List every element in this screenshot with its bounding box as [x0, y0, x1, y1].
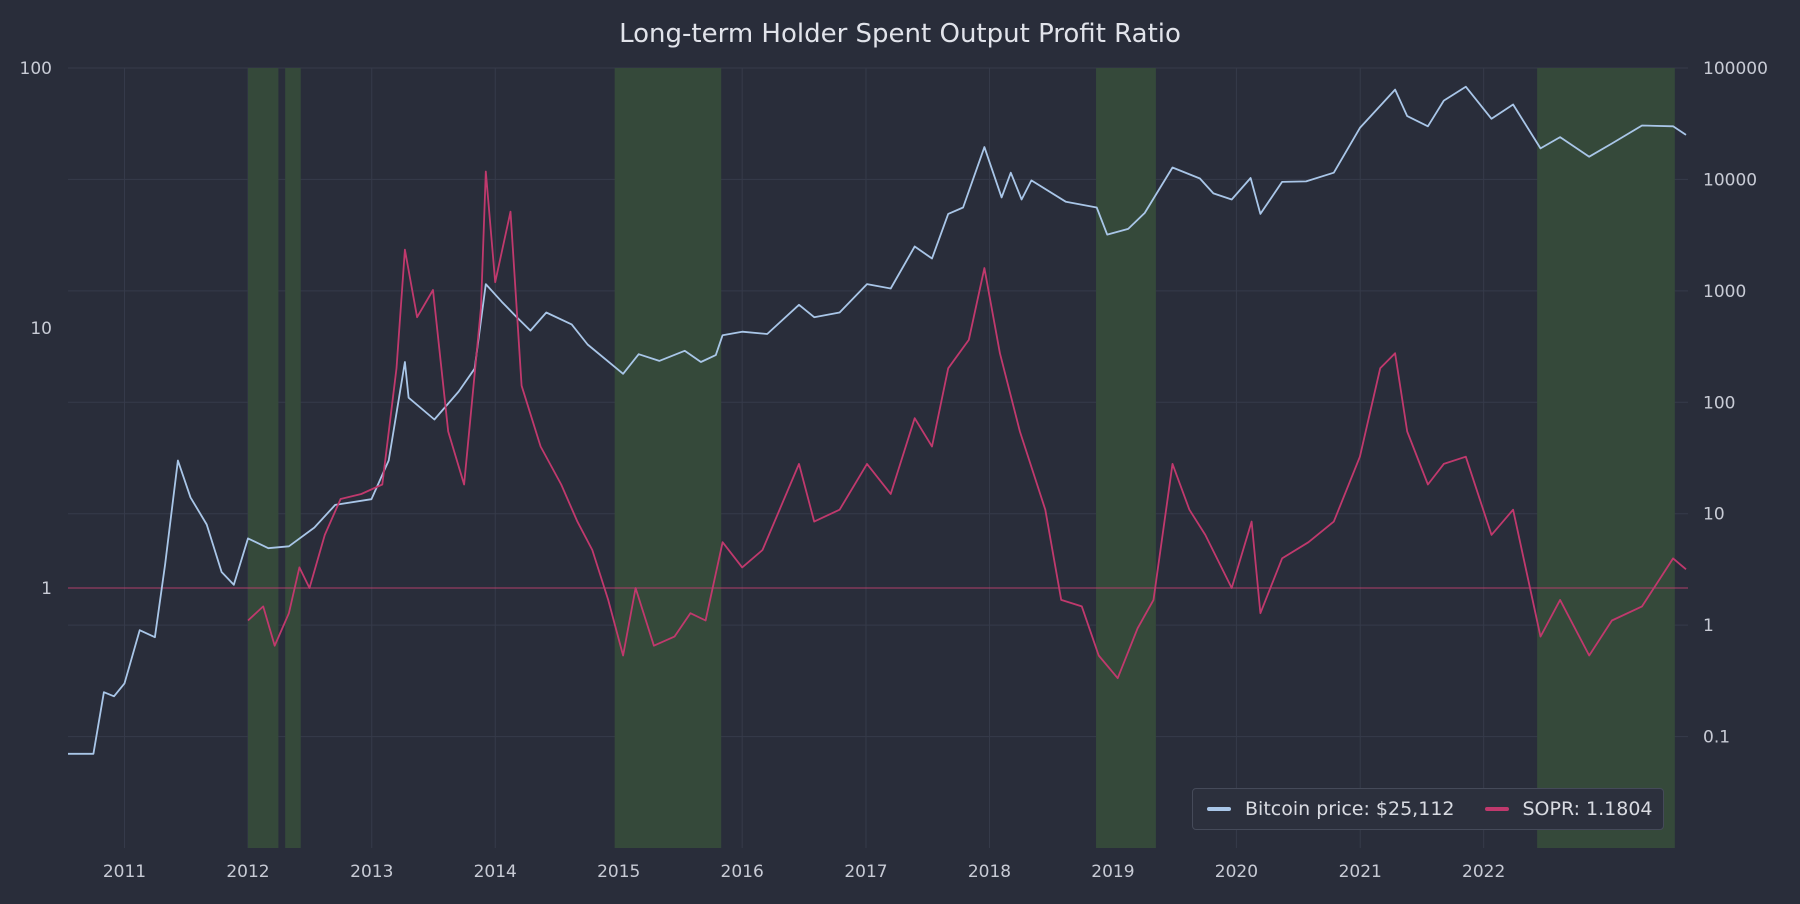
- shaded-period: [285, 68, 301, 848]
- x-tick-label: 2012: [226, 862, 269, 882]
- legend-label-sopr: SOPR: 1.1804: [1522, 798, 1653, 820]
- series-lines: [68, 85, 1687, 755]
- shaded-period: [614, 68, 722, 848]
- legend-item-bitcoin-price[interactable]: Bitcoin price: $25,112: [1207, 798, 1455, 820]
- x-axis-tick-labels: 2011 2012 2013 2014 2015 2016 2017 2018 2019 2020…: [103, 862, 1505, 882]
- legend-label-bitcoin: Bitcoin price: $25,112: [1245, 798, 1455, 820]
- left-y-tick-label: 10: [30, 319, 52, 339]
- x-tick-label: 2015: [597, 862, 640, 882]
- x-tick-label: 2014: [474, 862, 517, 882]
- legend-item-sopr[interactable]: SOPR: 1.1804: [1484, 798, 1653, 820]
- grid-lines: [68, 67, 1688, 848]
- right-y-tick-label: 10: [1703, 505, 1725, 525]
- x-tick-label: 2016: [721, 862, 764, 882]
- bitcoin-price-line: [68, 85, 1687, 755]
- right-y-tick-label: 100000: [1703, 59, 1768, 79]
- right-axis-tick-labels: 0.1 1 10 100 1000 10000 100000: [1703, 59, 1768, 748]
- shaded-period: [1537, 68, 1675, 848]
- right-y-tick-label: 100: [1703, 393, 1735, 413]
- x-tick-label: 2018: [968, 862, 1011, 882]
- x-tick-label: 2017: [844, 862, 887, 882]
- shaded-period: [1096, 68, 1156, 848]
- right-y-tick-label: 0.1: [1703, 728, 1730, 748]
- x-tick-label: 2011: [103, 862, 146, 882]
- x-tick-label: 2021: [1339, 862, 1382, 882]
- x-tick-label: 2019: [1091, 862, 1134, 882]
- left-y-tick-label: 1: [41, 579, 52, 599]
- legend-swatch-bitcoin: [1207, 807, 1231, 811]
- sopr-line: [247, 170, 1687, 680]
- legend: Bitcoin price: $25,112 SOPR: 1.1804: [1192, 788, 1664, 830]
- left-y-tick-label: 100: [20, 59, 52, 79]
- left-axis-tick-labels: 1 10 100: [20, 59, 52, 599]
- chart-title: Long-term Holder Spent Output Profit Rat…: [619, 19, 1181, 49]
- right-y-tick-label: 1: [1703, 616, 1714, 636]
- right-y-tick-label: 10000: [1703, 170, 1757, 190]
- x-tick-label: 2020: [1215, 862, 1258, 882]
- legend-swatch-sopr: [1484, 807, 1509, 811]
- right-y-tick-label: 1000: [1703, 282, 1746, 302]
- shaded-period: [247, 68, 279, 848]
- shaded-periods: [247, 68, 1675, 848]
- x-tick-label: 2022: [1462, 862, 1505, 882]
- x-tick-label: 2013: [350, 862, 393, 882]
